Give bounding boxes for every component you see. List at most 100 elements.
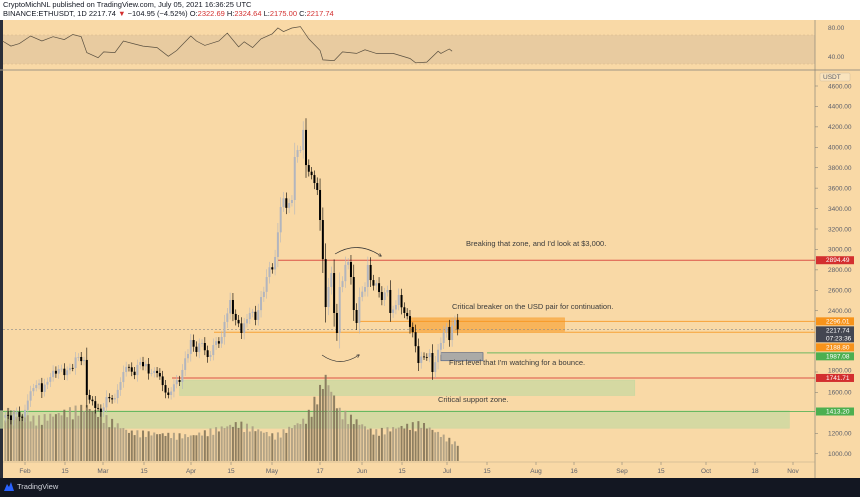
candle-body [324,259,327,308]
volume-bar [386,427,389,461]
last-price: 2217.74 [88,9,116,18]
curved-arrow-down-icon[interactable] [321,355,359,362]
candle-body [361,291,364,298]
time-tick-label: 18 [751,468,759,475]
price-axis[interactable] [815,20,860,478]
time-axis[interactable]: Feb 15 Mar 15 Apr 15 May 17 Jun 15 Jul 15 Aug 16 Sep 15… [19,462,800,475]
candle-body [386,289,389,293]
candle-body [203,342,206,351]
volume-bar [21,415,24,461]
candle-body [271,267,274,270]
candle-body [394,304,397,310]
tradingview-logo[interactable]: TradingView [4,482,58,491]
candle-body [372,280,375,286]
volume-bar [361,424,364,461]
volume-bar [352,424,355,461]
candle-body [369,264,372,281]
zone-critical-support[interactable] [179,379,636,396]
candle-body [156,370,159,374]
price-tag [816,352,854,361]
candle-body [229,299,232,314]
candle-body [116,389,119,399]
volume-bar [122,428,125,461]
left-border [0,20,3,478]
volume-bars [4,374,459,461]
volume-bar [220,426,223,461]
candle-body [127,366,130,368]
volume-bar [231,426,234,461]
candle-body [265,277,268,292]
open-value: 2322.69 [197,9,225,18]
candle-body [49,377,52,382]
annotation-first-level[interactable]: First level that I'm watching for a boun… [449,358,585,367]
candle-body [313,175,316,184]
candle-body [63,368,66,376]
price-tick-label: 1000.00 [828,451,852,458]
volume-bar [139,437,142,461]
price-tick-label: 2600.00 [828,288,852,295]
candle-body [35,385,38,389]
volume-bar [349,414,352,461]
price-tick-label: 3200.00 [828,226,852,233]
rsi-line [2,26,453,64]
candle-body [83,359,86,362]
currency-label: USDT [823,74,841,81]
candle-body [262,291,265,298]
annotation-critical-breaker[interactable]: Critical breaker on the USD pair for con… [452,302,613,311]
volume-bar [99,412,102,461]
candle-body [122,371,125,383]
volume-bar [91,410,94,461]
volume-bar [380,427,383,461]
volume-bar [167,432,170,461]
candle-body [364,287,367,292]
candle-body [184,358,187,370]
currency-badge[interactable] [819,72,851,82]
volume-bar [434,432,437,461]
candle-body [341,281,344,288]
curved-arrow-up-icon[interactable] [334,247,381,256]
candle-body [40,383,43,392]
symbol[interactable]: BINANCE:ETHUSDT, 1D [3,9,87,18]
candle-body [366,264,369,288]
candle-body [248,312,251,320]
volume-bar [161,433,164,461]
volume-bar [12,410,15,461]
candle-body [425,356,428,358]
volume-bar [184,434,187,461]
volume-bar [243,432,246,461]
candle-body [293,156,296,200]
volume-bar [456,445,459,461]
annotation-breaking-zone[interactable]: Breaking that zone, and I'd look at $3,0… [466,239,606,248]
candle-body [21,416,24,418]
candle-body [319,189,322,221]
volume-bar [156,434,159,461]
time-tick-label: 15 [483,468,491,475]
volume-bar [18,413,21,461]
volume-bar [260,431,263,461]
volume-bar [74,405,77,461]
price-tag-label: 1413.20 [826,409,850,416]
volume-bar [411,422,414,461]
candle-body [254,311,257,320]
volume-bar [223,428,226,461]
volume-bar [29,421,32,461]
zone-lower-support[interactable] [0,410,790,429]
candle-body [358,297,361,323]
volume-bar [417,421,420,461]
price-tick-label: 1800.00 [828,367,852,374]
zone-bounce-level[interactable] [440,352,484,362]
volume-bar [237,427,240,461]
annotation-critical-support[interactable]: Critical support zone. [438,395,508,404]
volume-bar [408,429,411,461]
candle-body [240,323,243,333]
close-label: C: [299,9,307,18]
volume-bar [442,434,445,461]
candle-body [178,380,181,382]
volume-bar [234,422,237,461]
candle-body [257,310,260,320]
price-tag-label: 1741.71 [826,375,850,382]
rsi-band [3,35,815,64]
volume-bar [299,424,302,461]
